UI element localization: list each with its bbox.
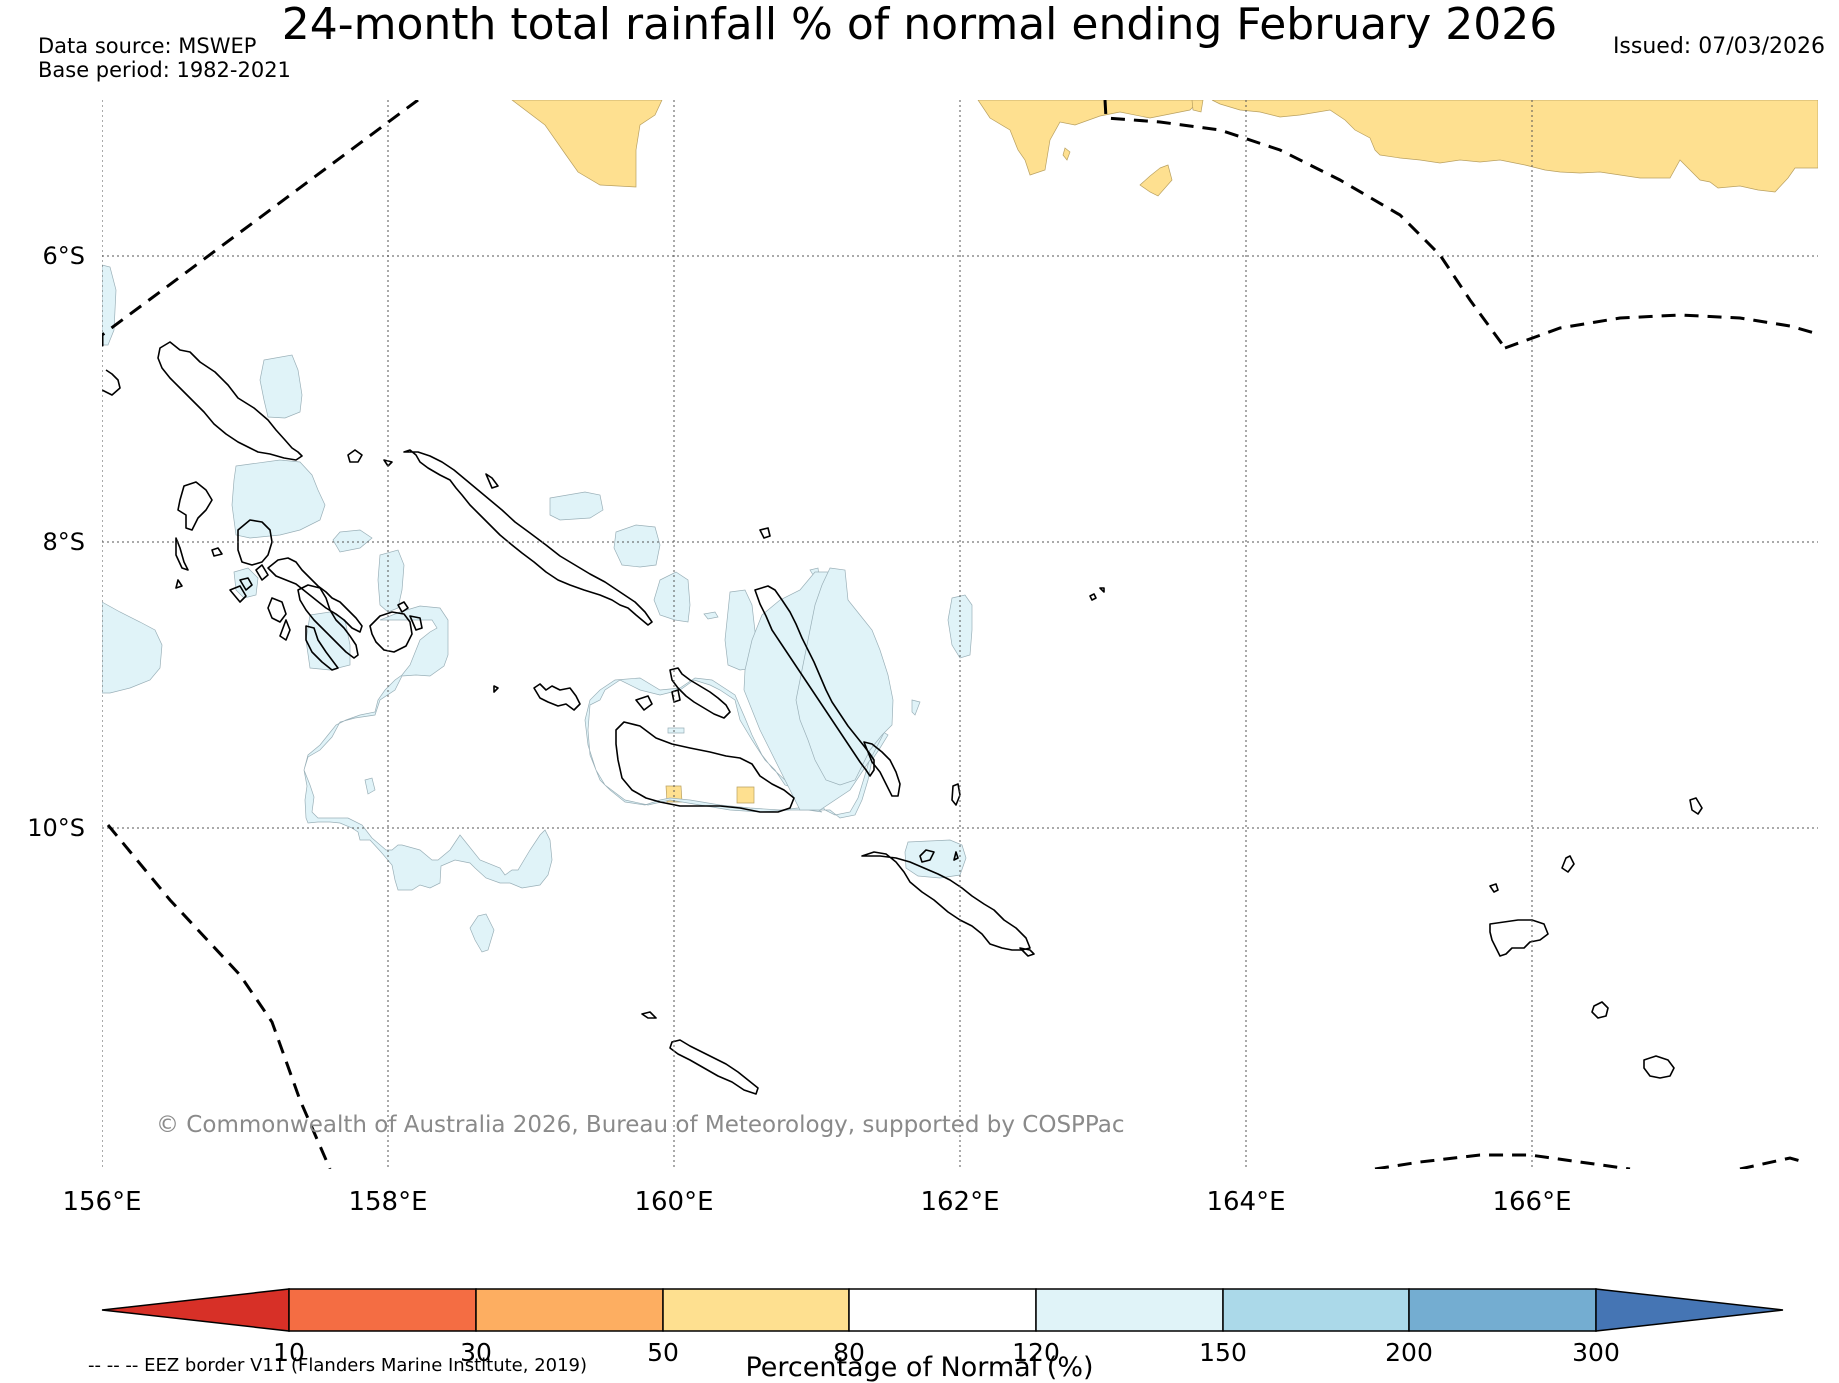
map-title: 24-month total rainfall % of normal endi… (281, 0, 1558, 50)
colorbar-tick-200: 200 (1385, 1338, 1433, 1367)
graticule (102, 100, 1818, 1169)
colorbar-title: Percentage of Normal (%) (745, 1352, 1094, 1383)
colorbar-segment-30-50 (475, 1288, 664, 1332)
data-source-text: Data source: MSWEP (38, 34, 257, 58)
colorbar-tick-150: 150 (1199, 1338, 1247, 1367)
colorbar-segment-above-300 (1595, 1288, 1784, 1332)
lon-label-166e: 166°E (1492, 1187, 1571, 1217)
colorbar-segment-80-120 (848, 1288, 1037, 1332)
lat-label-10s: 10°S (27, 814, 85, 842)
lon-label-156e: 156°E (62, 1187, 141, 1217)
colorbar-segment-150-200 (1222, 1288, 1410, 1332)
lon-label-158e: 158°E (348, 1187, 427, 1217)
colorbar-segment-10-30 (288, 1288, 477, 1332)
lat-label-6s: 6°S (42, 242, 85, 270)
eez-borders (102, 100, 1818, 1169)
colorbar-tick-10: 10 (273, 1338, 305, 1367)
issued-date: Issued: 07/03/2026 (1612, 34, 1825, 59)
colorbar-tick-80: 80 (833, 1338, 865, 1367)
coastlines (102, 341, 1703, 1095)
colorbar-segment-200-300 (1408, 1288, 1597, 1332)
dry-anomaly-areas (511, 100, 1818, 804)
colorbar-tick-50: 50 (647, 1338, 679, 1367)
colorbar-tick-30: 30 (460, 1338, 492, 1367)
eez-legend-note: -- -- -- EEZ border V11 (Flanders Marine… (88, 1355, 588, 1376)
copyright-notice: © Commonwealth of Australia 2026, Bureau… (156, 1112, 1125, 1138)
colorbar-ticks: 10 30 50 80 120 150 200 300 (273, 1338, 1620, 1367)
colorbar-tick-300: 300 (1572, 1338, 1620, 1367)
map-metadata: Data source: MSWEP Base period: 1982-202… (38, 34, 291, 82)
colorbar-segment-50-80 (662, 1288, 850, 1332)
wet-anomaly-areas (102, 264, 973, 953)
lon-label-162e: 162°E (920, 1187, 999, 1217)
base-period-text: Base period: 1982-2021 (38, 58, 291, 82)
colorbar-segment-below-10 (101, 1288, 290, 1332)
colorbar-segment-120-150 (1035, 1288, 1224, 1332)
lon-label-160e: 160°E (634, 1187, 713, 1217)
lat-label-8s: 8°S (42, 528, 85, 556)
latitude-labels: 6°S 8°S 10°S (27, 242, 85, 842)
lon-label-164e: 164°E (1206, 1187, 1285, 1217)
longitude-labels: 156°E 158°E 160°E 162°E 164°E 166°E (62, 1187, 1571, 1217)
colorbar (101, 1288, 1784, 1332)
colorbar-tick-120: 120 (1012, 1338, 1060, 1367)
map-plot-area (102, 100, 1818, 1169)
